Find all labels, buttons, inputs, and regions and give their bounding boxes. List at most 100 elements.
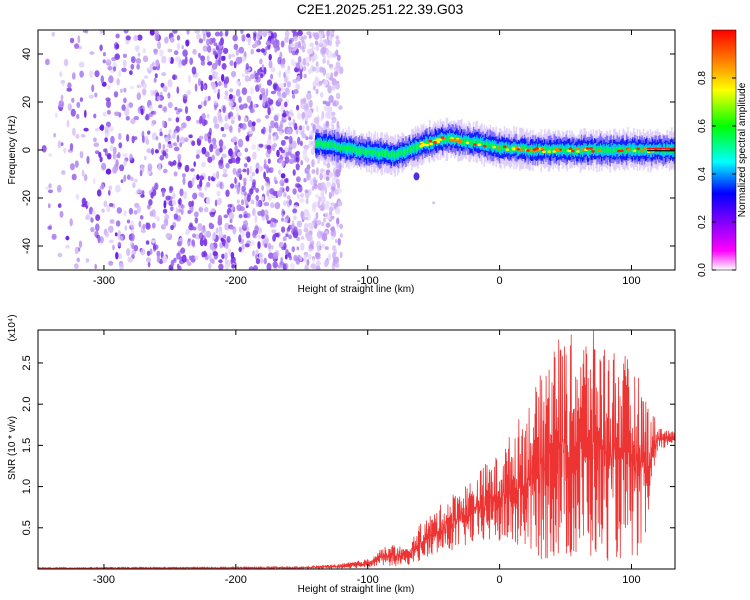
noise-speckle xyxy=(303,222,309,230)
noise-speckle xyxy=(214,199,218,207)
noise-speckle xyxy=(272,234,276,242)
noise-speckle xyxy=(266,262,272,270)
noise-speckle xyxy=(136,84,142,89)
noise-speckle xyxy=(145,222,150,227)
noise-speckle xyxy=(172,199,177,206)
noise-speckle xyxy=(121,67,127,73)
band-cell-4 xyxy=(550,148,552,153)
noise-speckle xyxy=(135,45,140,53)
noise-speckle xyxy=(249,174,254,182)
noise-speckle xyxy=(299,193,305,198)
noise-speckle xyxy=(141,229,146,234)
band-cell-4 xyxy=(579,149,582,154)
band-cell-4 xyxy=(477,140,480,146)
noise-speckle xyxy=(149,30,155,36)
band-cell-4 xyxy=(637,147,640,153)
noise-speckle xyxy=(126,248,131,257)
noise-speckle xyxy=(129,85,135,90)
noise-speckle xyxy=(48,203,51,209)
noise-speckle xyxy=(264,176,270,182)
noise-speckle xyxy=(122,153,128,158)
noise-speckle xyxy=(271,229,277,234)
noise-speckle xyxy=(55,112,58,118)
noise-speckle xyxy=(213,42,218,47)
noise-speckle xyxy=(232,151,236,159)
noise-speckle xyxy=(87,201,90,206)
noise-speckle xyxy=(241,56,247,62)
band-cell-4 xyxy=(522,145,525,153)
noise-speckle xyxy=(127,256,134,263)
noise-speckle xyxy=(140,194,145,198)
noise-speckle xyxy=(48,183,52,189)
noise-speckle xyxy=(257,234,261,240)
noise-speckle xyxy=(189,222,193,227)
noise-speckle xyxy=(263,30,269,33)
noise-speckle xyxy=(292,215,297,221)
noise-speckle xyxy=(253,33,257,41)
noise-speckle xyxy=(265,214,269,222)
noise-speckle xyxy=(238,226,242,231)
noise-speckle xyxy=(319,172,323,181)
noise-speckle xyxy=(283,191,287,198)
noise-speckle xyxy=(108,126,114,132)
noise-speckle xyxy=(187,238,192,242)
band-cell-4 xyxy=(501,144,503,150)
noise-speckle xyxy=(281,87,286,92)
noise-speckle xyxy=(255,168,259,174)
band-cell-4 xyxy=(369,148,372,155)
noise-speckle xyxy=(208,262,212,270)
band-cell-4 xyxy=(366,149,368,156)
noise-speckle xyxy=(270,66,276,73)
noise-speckle xyxy=(51,31,55,37)
noise-speckle xyxy=(264,100,271,109)
noise-speckle xyxy=(218,139,224,148)
noise-speckle xyxy=(138,220,142,228)
noise-speckle xyxy=(308,253,312,260)
noise-speckle xyxy=(303,228,309,233)
band-cell-4 xyxy=(338,143,341,151)
band-peak xyxy=(428,139,433,143)
noise-speckle xyxy=(232,34,238,42)
band-peak xyxy=(436,140,441,144)
noise-speckle xyxy=(163,200,167,209)
noise-speckle xyxy=(241,87,248,95)
noise-speckle xyxy=(186,89,191,96)
noise-speckle xyxy=(147,163,153,172)
noise-speckle xyxy=(102,52,106,57)
noise-speckle xyxy=(163,105,168,113)
noise-speckle xyxy=(240,30,244,35)
noise-speckle xyxy=(234,184,239,189)
noise-speckle xyxy=(229,218,233,224)
noise-speckle xyxy=(272,135,277,142)
noise-speckle xyxy=(292,46,297,52)
band-peak xyxy=(568,147,573,150)
noise-speckle xyxy=(222,105,226,113)
noise-speckle xyxy=(255,258,261,265)
noise-speckle xyxy=(293,226,298,234)
noise-speckle xyxy=(260,87,266,94)
noise-speckle xyxy=(280,139,286,146)
noise-speckle xyxy=(268,133,272,141)
noise-speckle xyxy=(225,32,228,37)
band-cell-4 xyxy=(342,145,344,152)
noise-speckle xyxy=(257,241,261,250)
noise-speckle xyxy=(129,235,133,241)
band-cell-4 xyxy=(572,146,575,153)
noise-speckle xyxy=(112,244,115,251)
noise-speckle xyxy=(142,88,147,96)
band-cell-4 xyxy=(332,141,335,148)
band-cell-4 xyxy=(599,145,602,152)
noise-speckle xyxy=(168,144,173,149)
noise-speckle xyxy=(218,116,224,124)
noise-speckle xyxy=(235,49,239,56)
band-cell-4 xyxy=(330,141,332,149)
noise-speckle xyxy=(311,148,314,154)
noise-speckle xyxy=(255,200,261,208)
noise-speckle xyxy=(215,227,219,234)
noise-speckle xyxy=(212,251,218,257)
noise-speckle xyxy=(283,71,286,79)
noise-speckle xyxy=(279,179,285,187)
noise-speckle xyxy=(284,178,289,184)
noise-speckle xyxy=(315,194,319,199)
